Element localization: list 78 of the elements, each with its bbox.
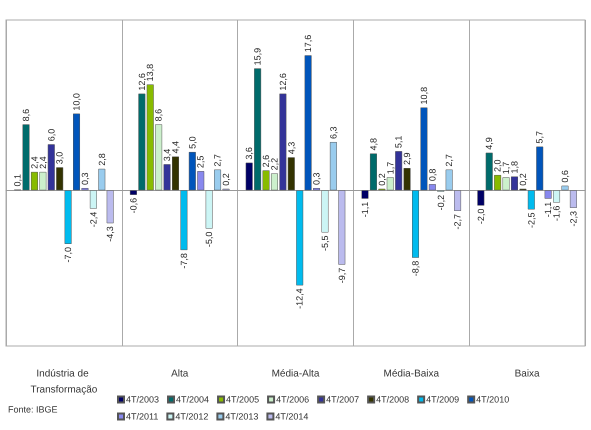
data-label: -1,6 (552, 206, 562, 222)
data-label: 3,6 (244, 147, 254, 160)
data-label: 0,3 (80, 172, 90, 185)
data-label: 0,2 (220, 173, 231, 186)
legend-label: 4T/2004 (176, 394, 210, 404)
x-tick-label: Baixa (514, 368, 540, 380)
data-label: 6,0 (46, 128, 56, 142)
data-label: -2,0 (476, 208, 486, 224)
legend-label: 4T/2007 (326, 394, 360, 404)
data-label: -12,4 (294, 288, 305, 309)
legend-label: 4T/2009 (426, 394, 460, 404)
data-label: 13,8 (145, 64, 156, 82)
data-label: 2,7 (212, 154, 223, 167)
data-label: 6,3 (328, 126, 338, 139)
x-tick-label: Média-Alta (272, 368, 320, 380)
data-label: 8,6 (21, 108, 32, 122)
legend-label: 4T/2011 (126, 412, 158, 422)
data-label: -4,3 (105, 226, 116, 242)
data-label: 2,5 (196, 156, 206, 168)
data-label: 4,9 (484, 137, 494, 150)
data-label: -0,2 (436, 194, 446, 210)
data-label: 2,9 (402, 152, 412, 166)
data-label: -2,4 (88, 212, 98, 228)
data-label: -1,1 (543, 202, 554, 218)
data-label: 2,8 (96, 153, 107, 166)
data-label: 17,6 (303, 34, 314, 52)
data-label: 0,2 (518, 173, 528, 186)
data-label: 2,4 (38, 156, 48, 169)
data-label: -7,8 (178, 253, 189, 269)
legend-label: 4T/2010 (476, 394, 510, 404)
data-label: 2,2 (269, 158, 280, 170)
data-label: -2,7 (452, 214, 463, 230)
data-label: 3,0 (54, 152, 65, 164)
data-label: 10,0 (72, 93, 82, 111)
data-label: 0,3 (312, 172, 322, 185)
source-note: Fonte: IBGE (8, 404, 58, 414)
data-label: 12,6 (136, 73, 147, 91)
data-label: -5,0 (204, 232, 214, 248)
legend-label: 4T/2008 (376, 394, 410, 404)
legend-label: 4T/2003 (126, 394, 160, 404)
data-label: -8,8 (410, 260, 421, 276)
x-tick-label: Indústria de Transformação (30, 368, 98, 396)
data-label: -0,6 (128, 198, 138, 214)
data-label: 12,6 (278, 73, 288, 91)
legend-label: 4T/2006 (276, 394, 310, 404)
legend-label: 4T/2012 (175, 412, 208, 422)
legend-label: 4T/2014 (275, 412, 308, 422)
data-label: 4,8 (368, 138, 378, 150)
data-label: 1,7 (385, 162, 396, 174)
data-label: -5,5 (320, 235, 330, 251)
data-label: -9,7 (336, 268, 347, 284)
data-label: 5,0 (187, 136, 198, 149)
x-tick-label: Alta (171, 368, 189, 380)
data-label: -7,0 (63, 246, 74, 262)
data-label: 2,4 (29, 156, 40, 169)
data-label: 2,6 (261, 154, 272, 168)
data-label: 2,7 (444, 154, 454, 167)
data-label: 0,8 (427, 168, 438, 182)
data-label: -1,1 (360, 202, 370, 218)
data-label: 0,1 (12, 174, 23, 187)
data-label: -2,3 (568, 210, 578, 226)
data-label: 0,2 (376, 173, 387, 186)
data-label: 5,7 (534, 131, 545, 144)
data-label: 8,6 (154, 108, 164, 122)
x-tick-label: Média-Baixa (384, 368, 440, 380)
legend-label: 4T/2005 (226, 394, 260, 404)
data-label: 2,0 (492, 159, 503, 172)
data-label: -2,5 (526, 212, 536, 228)
data-label: 10,8 (418, 86, 429, 104)
data-label: 15,9 (252, 48, 263, 66)
data-label: 0,6 (560, 170, 570, 183)
data-label: 4,3 (286, 142, 296, 154)
data-label: 3,4 (162, 148, 172, 162)
data-label: 1,7 (501, 162, 512, 174)
data-label: 4,4 (170, 141, 180, 154)
data-label: 1,8 (509, 160, 520, 174)
legend-label: 4T/2013 (225, 412, 258, 422)
data-label: 5,1 (394, 136, 404, 148)
